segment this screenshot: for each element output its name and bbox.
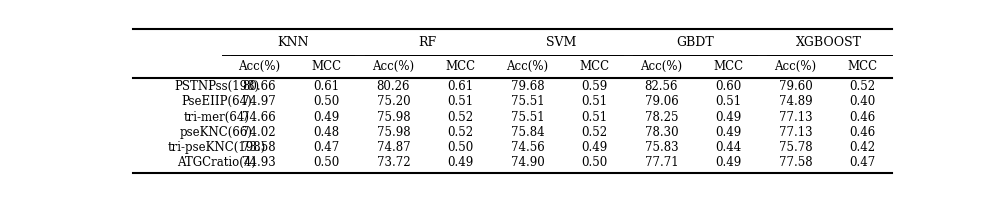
Text: 0.42: 0.42 — [850, 141, 876, 154]
Text: 75.84: 75.84 — [511, 126, 544, 139]
Text: 0.51: 0.51 — [447, 95, 473, 108]
Text: PSTNPss(198): PSTNPss(198) — [174, 80, 259, 93]
Text: Acc(%): Acc(%) — [506, 60, 548, 73]
Text: 74.93: 74.93 — [242, 156, 276, 169]
Text: GBDT: GBDT — [676, 36, 714, 49]
Text: ATGCratio(4): ATGCratio(4) — [177, 156, 256, 169]
Text: 0.49: 0.49 — [581, 141, 608, 154]
Text: 0.50: 0.50 — [581, 156, 608, 169]
Text: 0.52: 0.52 — [850, 80, 876, 93]
Text: 82.56: 82.56 — [645, 80, 678, 93]
Text: 77.71: 77.71 — [645, 156, 678, 169]
Text: 0.44: 0.44 — [715, 141, 742, 154]
Text: 74.97: 74.97 — [242, 95, 276, 108]
Text: 79.68: 79.68 — [511, 80, 544, 93]
Text: Acc(%): Acc(%) — [775, 60, 817, 73]
Text: MCC: MCC — [445, 60, 475, 73]
Text: tri-mer(64): tri-mer(64) — [183, 111, 249, 124]
Text: 77.13: 77.13 — [779, 126, 812, 139]
Text: 0.46: 0.46 — [849, 126, 876, 139]
Text: 75.20: 75.20 — [377, 95, 410, 108]
Text: 0.47: 0.47 — [849, 156, 876, 169]
Text: MCC: MCC — [579, 60, 610, 73]
Text: XGBOOST: XGBOOST — [796, 36, 862, 49]
Text: 78.25: 78.25 — [645, 111, 678, 124]
Text: 75.51: 75.51 — [511, 95, 544, 108]
Text: 0.40: 0.40 — [849, 95, 876, 108]
Text: 74.90: 74.90 — [511, 156, 544, 169]
Text: Acc(%): Acc(%) — [640, 60, 683, 73]
Text: 74.66: 74.66 — [242, 111, 276, 124]
Text: 0.52: 0.52 — [581, 126, 608, 139]
Text: 0.52: 0.52 — [447, 111, 473, 124]
Text: MCC: MCC — [713, 60, 744, 73]
Text: 75.83: 75.83 — [645, 141, 678, 154]
Text: 0.46: 0.46 — [849, 111, 876, 124]
Text: SVM: SVM — [546, 36, 576, 49]
Text: 0.49: 0.49 — [715, 111, 742, 124]
Text: 0.49: 0.49 — [715, 126, 742, 139]
Text: 80.26: 80.26 — [377, 80, 410, 93]
Text: 0.59: 0.59 — [581, 80, 608, 93]
Text: 73.72: 73.72 — [377, 156, 410, 169]
Text: 0.49: 0.49 — [447, 156, 474, 169]
Text: 0.50: 0.50 — [313, 95, 339, 108]
Text: 78.30: 78.30 — [645, 126, 678, 139]
Text: 77.13: 77.13 — [779, 111, 812, 124]
Text: tri-pseKNC(198): tri-pseKNC(198) — [167, 141, 266, 154]
Text: 74.02: 74.02 — [242, 126, 276, 139]
Text: 75.78: 75.78 — [779, 141, 812, 154]
Text: 0.60: 0.60 — [715, 80, 742, 93]
Text: 74.87: 74.87 — [377, 141, 410, 154]
Text: 75.98: 75.98 — [377, 126, 410, 139]
Text: 75.98: 75.98 — [377, 111, 410, 124]
Text: 74.56: 74.56 — [511, 141, 544, 154]
Text: 0.52: 0.52 — [447, 126, 473, 139]
Text: Acc(%): Acc(%) — [238, 60, 280, 73]
Text: 0.49: 0.49 — [313, 111, 339, 124]
Text: 0.51: 0.51 — [715, 95, 742, 108]
Text: RF: RF — [418, 36, 436, 49]
Text: 73.58: 73.58 — [242, 141, 276, 154]
Text: pseKNC(66): pseKNC(66) — [180, 126, 253, 139]
Text: PseEIIP(64): PseEIIP(64) — [181, 95, 252, 108]
Text: KNN: KNN — [277, 36, 309, 49]
Text: 0.47: 0.47 — [313, 141, 339, 154]
Text: 79.06: 79.06 — [645, 95, 678, 108]
Text: 0.49: 0.49 — [715, 156, 742, 169]
Text: 74.89: 74.89 — [779, 95, 812, 108]
Text: 80.66: 80.66 — [242, 80, 276, 93]
Text: MCC: MCC — [848, 60, 878, 73]
Text: 79.60: 79.60 — [779, 80, 812, 93]
Text: 75.51: 75.51 — [511, 111, 544, 124]
Text: 0.61: 0.61 — [447, 80, 473, 93]
Text: 0.48: 0.48 — [313, 126, 339, 139]
Text: 0.61: 0.61 — [313, 80, 339, 93]
Text: Acc(%): Acc(%) — [372, 60, 414, 73]
Text: 0.51: 0.51 — [581, 111, 608, 124]
Text: 0.50: 0.50 — [447, 141, 474, 154]
Text: 77.58: 77.58 — [779, 156, 812, 169]
Text: 0.51: 0.51 — [581, 95, 608, 108]
Text: 0.50: 0.50 — [313, 156, 339, 169]
Text: MCC: MCC — [311, 60, 341, 73]
